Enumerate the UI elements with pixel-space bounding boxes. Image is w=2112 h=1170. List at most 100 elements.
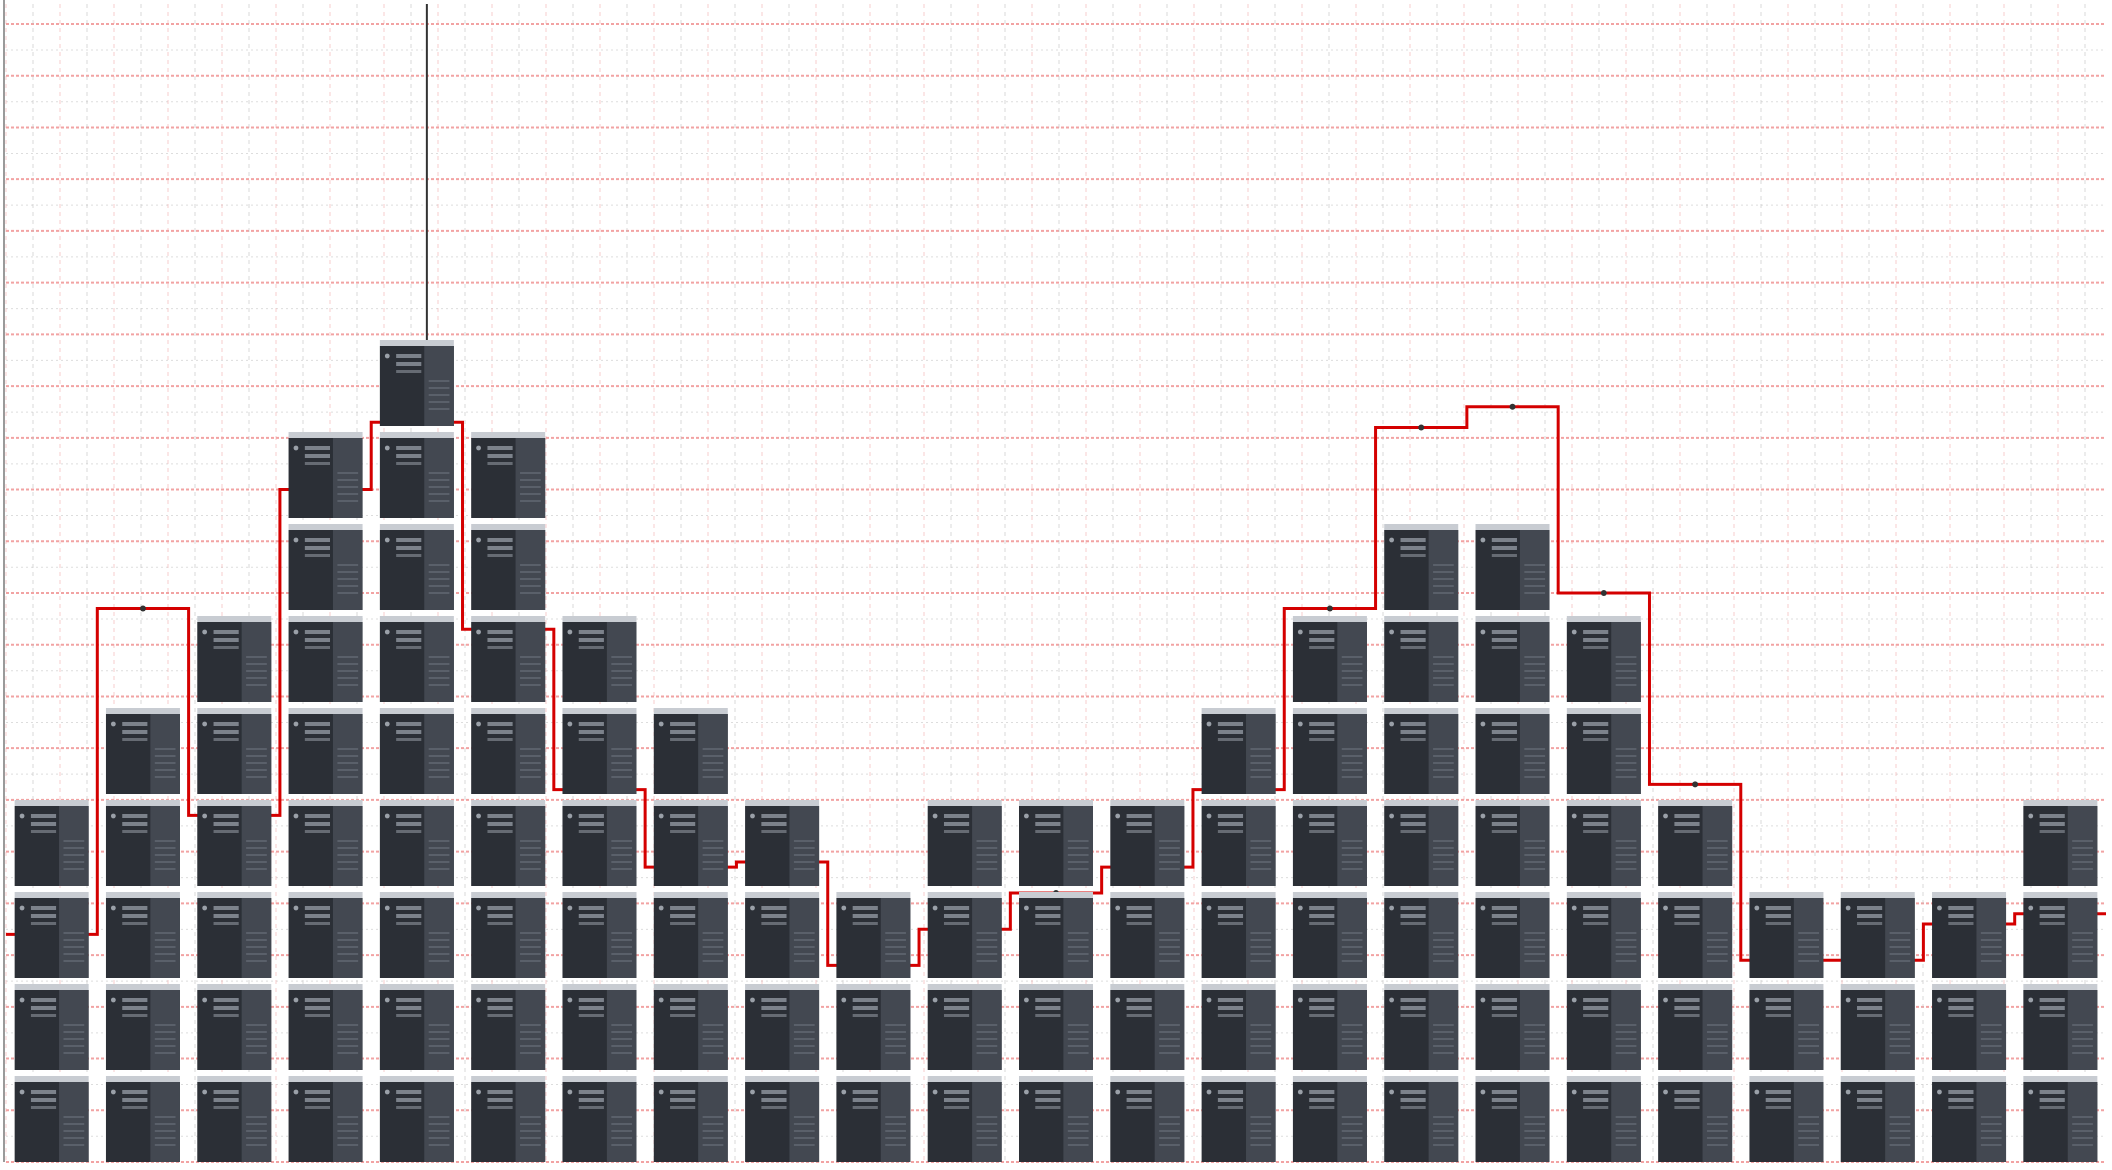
server-vent	[702, 748, 724, 750]
server-power-led	[567, 813, 573, 819]
line-point	[1692, 781, 1699, 788]
server-vent	[246, 776, 267, 778]
server-drive-bay	[213, 1090, 239, 1094]
server-vent	[520, 1144, 541, 1146]
server-vent	[611, 1045, 633, 1047]
server-vent	[1524, 1137, 1546, 1139]
server-top	[1110, 1076, 1185, 1082]
server-tower-icon	[1566, 984, 1641, 1070]
server-vent	[1615, 840, 1637, 842]
server-vent	[1250, 1123, 1272, 1125]
server-vent	[428, 939, 450, 941]
bar-11	[927, 800, 1002, 1162]
server-drive-bay	[1400, 906, 1426, 910]
server-side	[241, 714, 272, 794]
server-tower-icon	[2023, 800, 2098, 886]
server-tower-icon	[1658, 1076, 1733, 1162]
server-vent	[63, 868, 85, 870]
server-drive-bay	[304, 1090, 331, 1094]
server-drive-bay	[578, 906, 604, 910]
server-vent	[1615, 960, 1637, 962]
server-tower-icon	[1749, 984, 1824, 1070]
server-drive-bay	[1948, 1106, 1974, 1109]
server-drive-bay	[304, 722, 331, 726]
server-drive-bay	[1217, 722, 1244, 726]
server-drive-bay	[487, 538, 513, 542]
server-vent	[1980, 1137, 2002, 1139]
server-tower-icon	[1110, 984, 1185, 1070]
server-side	[789, 990, 820, 1070]
server-vent	[1524, 656, 1546, 658]
server-vent	[1980, 960, 2002, 962]
server-power-led	[384, 353, 390, 359]
server-top	[288, 432, 363, 438]
server-vent	[611, 684, 633, 686]
server-tower-icon	[471, 984, 546, 1070]
server-tower-icon	[471, 1076, 546, 1162]
bar-22	[1932, 892, 2007, 1162]
server-vent	[976, 1144, 998, 1146]
server-vent	[428, 493, 450, 495]
server-tower-icon	[745, 800, 820, 886]
server-vent	[428, 854, 450, 856]
server-side	[515, 622, 546, 702]
server-vent	[1889, 939, 1911, 941]
server-vent	[2072, 1123, 2093, 1125]
server-drive-bay	[1857, 1014, 1883, 1017]
server-vent	[1341, 1116, 1363, 1118]
server-vent	[1250, 1116, 1272, 1118]
server-drive-bay	[487, 638, 513, 642]
server-top	[288, 616, 363, 622]
server-tower-icon	[288, 524, 363, 610]
server-drive-bay	[396, 354, 422, 358]
server-side	[1428, 898, 1459, 978]
server-vent	[1067, 868, 1089, 870]
server-drive-bay	[213, 1098, 239, 1102]
server-side	[698, 1082, 728, 1162]
server-drive-bay	[1674, 1090, 1700, 1094]
server-side	[789, 806, 820, 886]
server-power-led	[1115, 1089, 1121, 1095]
server-drive-bay	[213, 830, 239, 833]
server-drive-bay	[213, 822, 239, 826]
server-vent	[1250, 769, 1272, 771]
server-vent	[428, 1116, 450, 1118]
server-power-led	[1297, 997, 1303, 1003]
server-tower-icon	[1019, 892, 1093, 978]
server-power-led	[476, 813, 481, 819]
server-vent	[1524, 571, 1546, 573]
server-vent	[1524, 1031, 1546, 1033]
server-drive-bay	[122, 814, 148, 818]
server-vent	[1250, 1024, 1272, 1026]
server-vent	[337, 1123, 359, 1125]
server-vent	[1341, 840, 1363, 842]
server-power-led	[1480, 1089, 1486, 1095]
server-drive-bay	[487, 822, 513, 826]
server-tower-icon	[105, 708, 180, 794]
server-vent	[337, 656, 359, 658]
server-vent	[1706, 1031, 1728, 1033]
server-vent	[1524, 677, 1546, 679]
server-top	[105, 800, 180, 806]
server-vent	[428, 769, 450, 771]
server-drive-bay	[396, 362, 422, 366]
server-vent	[428, 960, 450, 962]
server-top	[105, 984, 180, 990]
server-vent	[1250, 847, 1272, 849]
server-vent	[1067, 854, 1089, 856]
server-vent	[1615, 953, 1637, 955]
server-drive-bay	[30, 814, 57, 818]
server-side	[150, 714, 180, 794]
server-vent	[1615, 1137, 1637, 1139]
server-vent	[428, 1052, 450, 1054]
server-power-led	[1937, 1089, 1942, 1095]
server-top	[1201, 984, 1276, 990]
server-power-led	[1480, 813, 1486, 819]
server-side	[150, 806, 180, 886]
server-vent	[2072, 1045, 2093, 1047]
server-vent	[1433, 932, 1454, 934]
server-top	[197, 616, 272, 622]
server-tower-icon	[562, 984, 637, 1070]
server-vent	[63, 1024, 85, 1026]
